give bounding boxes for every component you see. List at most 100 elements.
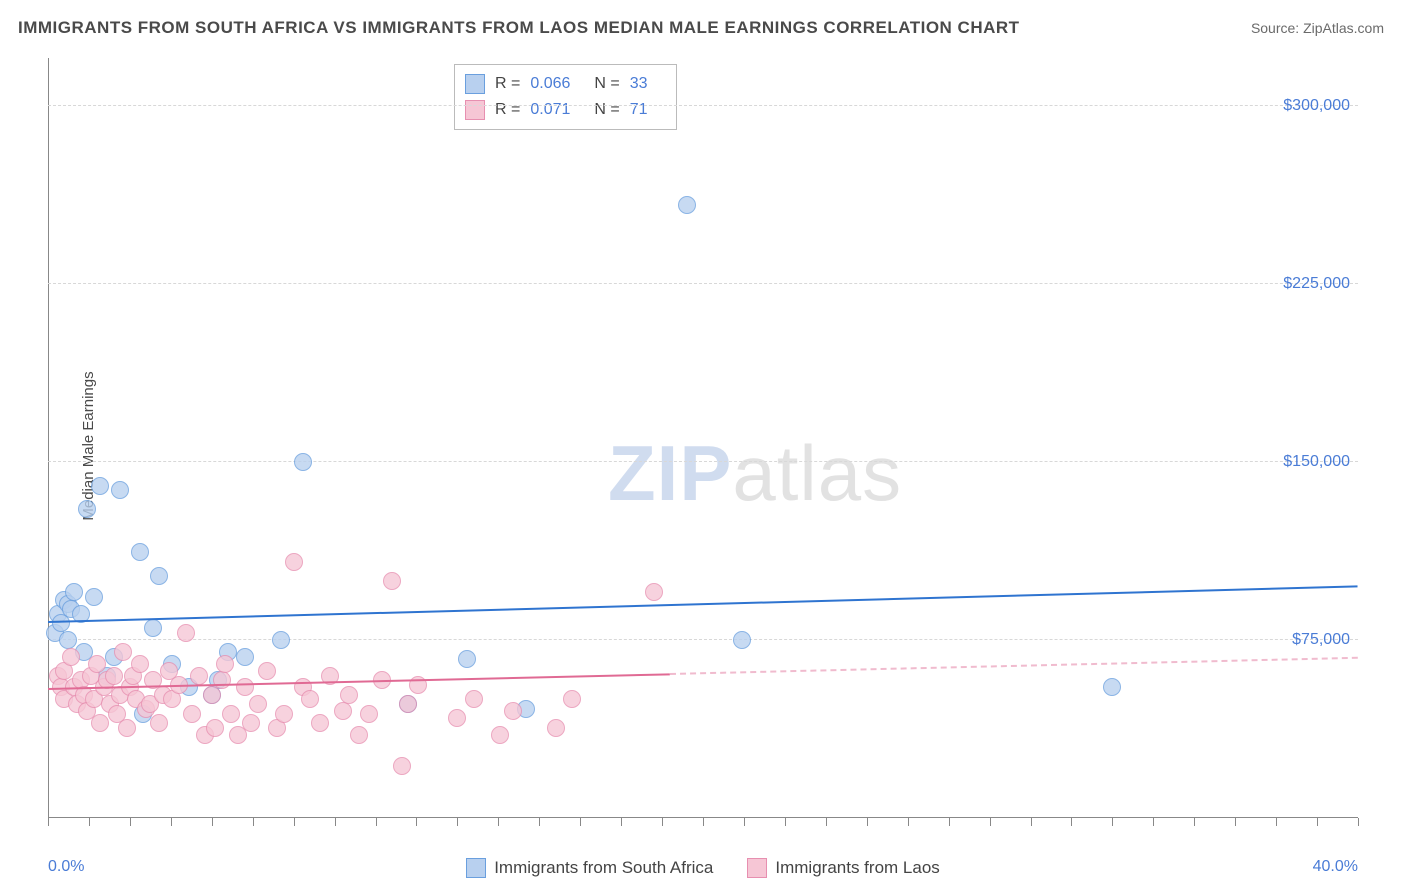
x-tick [1071, 818, 1072, 826]
data-point-laos [399, 695, 417, 713]
watermark-zip: ZIP [608, 429, 732, 517]
stats-legend-box: R = 0.066 N = 33R = 0.071 N = 71 [454, 64, 677, 130]
data-point-laos [491, 726, 509, 744]
data-point-south_africa [111, 481, 129, 499]
x-tick [1235, 818, 1236, 826]
swatch-icon [465, 74, 485, 94]
legend-item-laos: Immigrants from Laos [747, 858, 939, 878]
data-point-laos [258, 662, 276, 680]
data-point-laos [131, 655, 149, 673]
x-tick [621, 818, 622, 826]
data-point-south_africa [458, 650, 476, 668]
swatch-icon [466, 858, 486, 878]
data-point-south_africa [65, 583, 83, 601]
data-point-laos [216, 655, 234, 673]
x-tick [416, 818, 417, 826]
r-label: R = [495, 71, 520, 97]
x-tick [744, 818, 745, 826]
x-tick [130, 818, 131, 826]
data-point-laos [242, 714, 260, 732]
data-point-laos [105, 667, 123, 685]
data-point-laos [190, 667, 208, 685]
data-point-laos [311, 714, 329, 732]
data-point-laos [222, 705, 240, 723]
y-tick-label: $150,000 [1283, 453, 1350, 471]
x-tick [376, 818, 377, 826]
watermark: ZIPatlas [608, 428, 902, 519]
x-tick [1153, 818, 1154, 826]
x-tick [1031, 818, 1032, 826]
data-point-laos [448, 709, 466, 727]
data-point-laos [334, 702, 352, 720]
legend-item-south_africa: Immigrants from South Africa [466, 858, 713, 878]
data-point-laos [360, 705, 378, 723]
n-value: 71 [630, 97, 648, 123]
source-credit: Source: ZipAtlas.com [1251, 20, 1384, 36]
swatch-icon [747, 858, 767, 878]
n-value: 33 [630, 71, 648, 97]
x-tick [457, 818, 458, 826]
x-tick [826, 818, 827, 826]
data-point-south_africa [1103, 678, 1121, 696]
data-point-laos [383, 572, 401, 590]
x-tick [1358, 818, 1359, 826]
x-tick [253, 818, 254, 826]
grid-line [48, 283, 1358, 284]
data-point-south_africa [131, 543, 149, 561]
data-point-laos [236, 678, 254, 696]
x-tick [539, 818, 540, 826]
y-tick-label: $225,000 [1283, 275, 1350, 293]
data-point-laos [504, 702, 522, 720]
x-tick [990, 818, 991, 826]
x-tick [48, 818, 49, 826]
x-tick [867, 818, 868, 826]
data-point-laos [206, 719, 224, 737]
r-value: 0.071 [530, 97, 570, 123]
data-point-south_africa [91, 477, 109, 495]
x-tick [908, 818, 909, 826]
data-point-laos [285, 553, 303, 571]
data-point-laos [393, 757, 411, 775]
x-tick [949, 818, 950, 826]
data-point-laos [150, 714, 168, 732]
data-point-laos [350, 726, 368, 744]
data-point-south_africa [272, 631, 290, 649]
data-point-laos [275, 705, 293, 723]
n-label: N = [594, 97, 619, 123]
x-tick [89, 818, 90, 826]
data-point-laos [62, 648, 80, 666]
r-label: R = [495, 97, 520, 123]
x-tick [1317, 818, 1318, 826]
data-point-south_africa [85, 588, 103, 606]
data-point-laos [91, 714, 109, 732]
stats-row-laos: R = 0.071 N = 71 [465, 97, 662, 123]
data-point-south_africa [294, 453, 312, 471]
data-point-south_africa [78, 500, 96, 518]
data-point-laos [465, 690, 483, 708]
data-point-south_africa [236, 648, 254, 666]
grid-line [48, 639, 1358, 640]
data-point-laos [213, 671, 231, 689]
x-tick [785, 818, 786, 826]
x-tick [580, 818, 581, 826]
x-tick [171, 818, 172, 826]
plot-area: ZIPatlas R =0.066N =33R =0.071N =71 $75,… [48, 58, 1358, 818]
r-value: 0.066 [530, 71, 570, 97]
data-point-laos [301, 690, 319, 708]
legend-label: Immigrants from South Africa [494, 858, 713, 878]
data-point-south_africa [150, 567, 168, 585]
x-tick [294, 818, 295, 826]
x-tick [1194, 818, 1195, 826]
trend-line-laos-dashed [670, 657, 1358, 675]
x-tick [662, 818, 663, 826]
data-point-laos [114, 643, 132, 661]
watermark-atlas: atlas [732, 429, 902, 517]
x-tick [212, 818, 213, 826]
data-point-laos [118, 719, 136, 737]
x-tick [1276, 818, 1277, 826]
trend-line-south_africa [48, 586, 1358, 624]
data-point-laos [177, 624, 195, 642]
data-point-south_africa [678, 196, 696, 214]
data-point-laos [563, 690, 581, 708]
data-point-laos [547, 719, 565, 737]
